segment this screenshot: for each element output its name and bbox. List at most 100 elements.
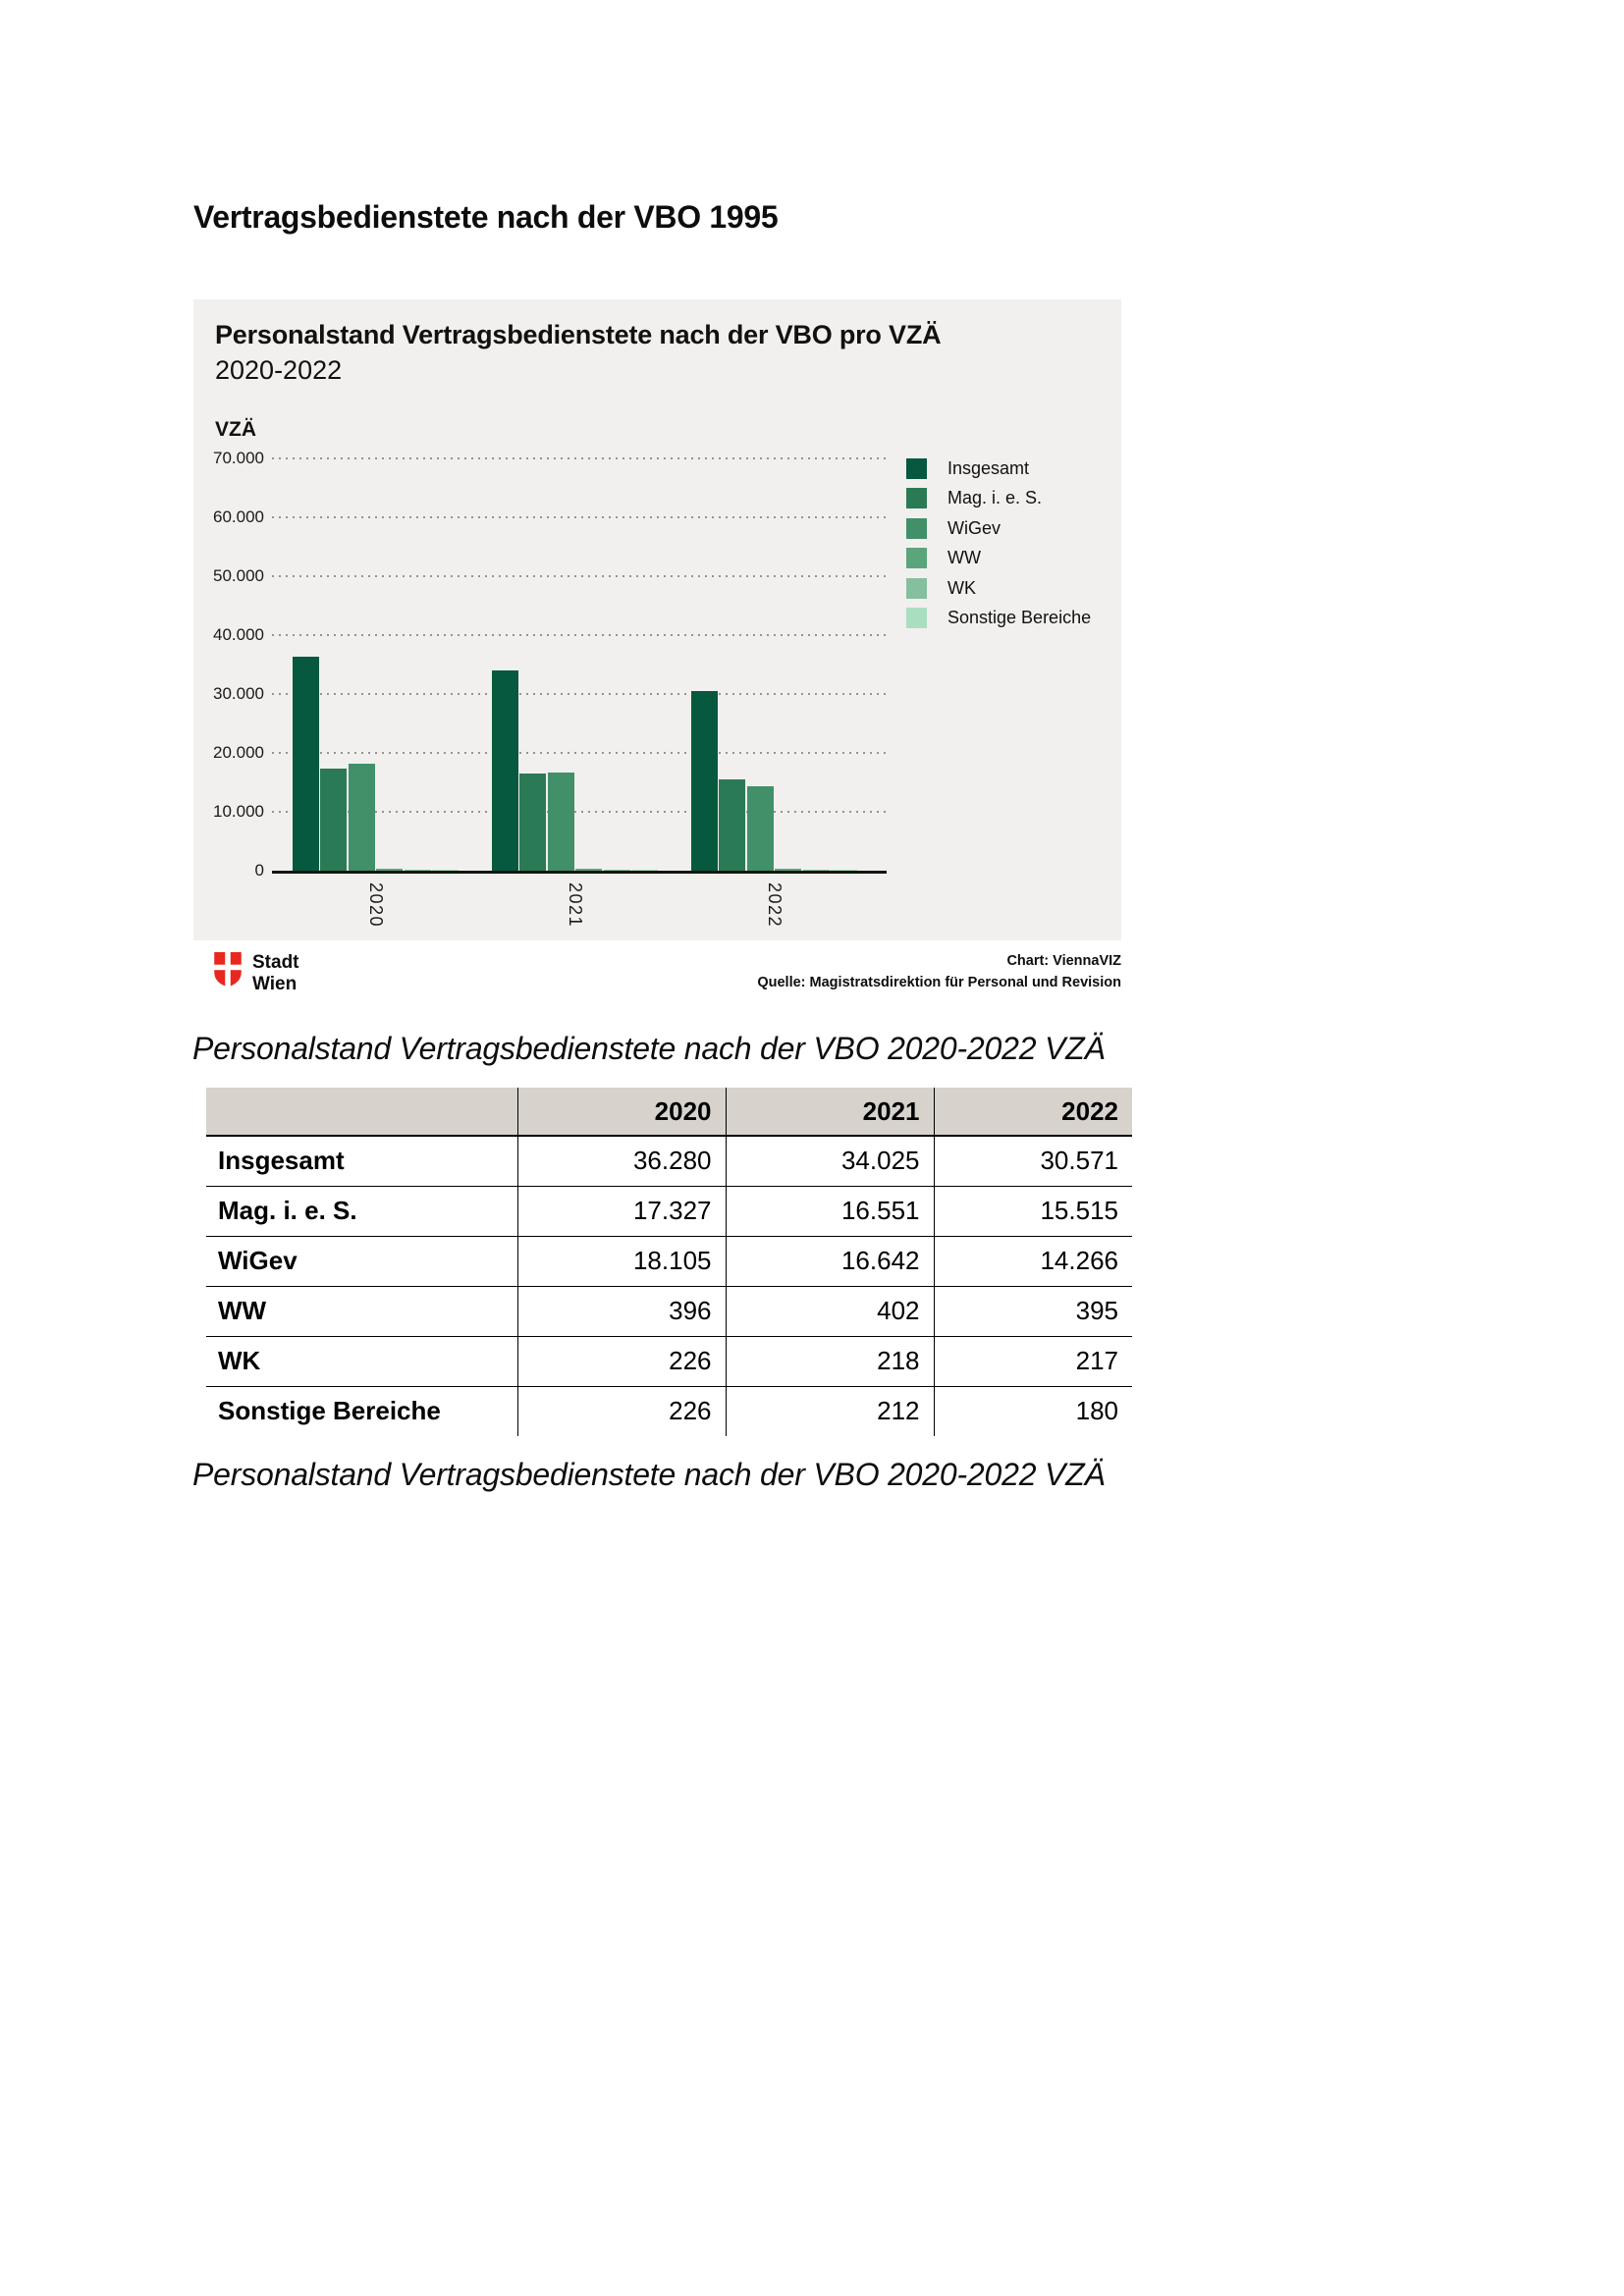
row-label: Mag. i. e. S. — [206, 1186, 517, 1237]
bar-2020-wk — [404, 869, 431, 871]
y-axis-tick-label: 70.000 — [213, 449, 264, 467]
table-header-year: 2020 — [516, 1088, 726, 1137]
x-axis-baseline — [272, 871, 887, 874]
stadt-wien-brand: Stadt Wien — [213, 952, 299, 995]
row-label: WiGev — [206, 1236, 517, 1287]
table-row: Sonstige Bereiche 226 212 180 — [206, 1386, 1132, 1436]
row-value: 217 — [933, 1336, 1132, 1387]
legend-swatch-icon — [906, 577, 927, 599]
y-gridline — [272, 752, 887, 754]
row-value: 17.327 — [516, 1186, 726, 1237]
chart-title: Personalstand Vertragsbedienstete nach d… — [215, 320, 942, 349]
legend-swatch-icon — [906, 488, 927, 509]
table-caption-top: Personalstand Vertragsbedienstete nach d… — [192, 1031, 1106, 1066]
table-row: Mag. i. e. S. 17.327 16.551 15.515 — [206, 1186, 1132, 1237]
y-axis-tick-label: 30.000 — [213, 684, 264, 703]
row-label: WW — [206, 1286, 517, 1337]
bar-2020-wigev — [348, 764, 375, 871]
y-axis-tick-label: 20.000 — [213, 743, 264, 762]
y-gridline — [272, 457, 887, 459]
legend-label: WW — [947, 548, 981, 568]
y-gridline — [272, 811, 887, 813]
y-gridline — [272, 634, 887, 636]
x-axis-tick-label: 2021 — [566, 882, 585, 929]
y-axis-tick-label: 50.000 — [213, 566, 264, 585]
legend-swatch-icon — [906, 458, 927, 479]
bar-2022-wk — [802, 869, 830, 871]
logo-line-1: Stadt — [252, 952, 299, 973]
bar-2021-ww — [575, 868, 603, 871]
legend-label: WiGev — [947, 517, 1001, 538]
bar-2020-insgesamt — [293, 657, 319, 871]
table-header-empty — [206, 1088, 517, 1137]
y-axis-title: VZÄ — [215, 418, 256, 441]
table-header-year: 2021 — [725, 1088, 934, 1137]
bar-2022-insgesamt — [691, 690, 718, 871]
x-axis-tick-label: 2022 — [765, 882, 785, 929]
row-value: 16.642 — [725, 1236, 934, 1287]
y-axis-tick-label: 10.000 — [213, 802, 264, 821]
credit-chart: Chart: ViennaVIZ — [1006, 953, 1121, 969]
y-gridline — [272, 693, 887, 695]
chart-panel: Personalstand Vertragsbedienstete nach d… — [193, 299, 1121, 940]
row-value: 18.105 — [516, 1236, 726, 1287]
row-value: 396 — [516, 1286, 726, 1337]
logo-line-2: Wien — [252, 974, 298, 994]
legend-label: Mag. i. e. S. — [947, 488, 1043, 508]
table-row: WK 226 218 217 — [206, 1336, 1132, 1387]
table-row: WW 396 402 395 — [206, 1286, 1132, 1337]
bar-2022-wigev — [746, 786, 774, 871]
legend-label: Sonstige Bereiche — [947, 608, 1092, 627]
data-table: 2020 2021 2022 Insgesamt 36.280 34.025 30.571… — [206, 1088, 1132, 1436]
y-gridline — [272, 575, 887, 577]
row-value: 30.571 — [933, 1136, 1132, 1187]
y-axis-tick-label: 0 — [254, 861, 264, 880]
credit-source: Quelle: Magistratsdirektion für Personal… — [757, 975, 1121, 990]
row-value: 15.515 — [933, 1186, 1132, 1237]
table-body: Insgesamt 36.280 34.025 30.571 Mag. i. e. S.… — [206, 1136, 1132, 1436]
page-title: Vertragsbedienstete nach der VBO 1995 — [193, 199, 779, 235]
stadt-wien-wordmark: Stadt Wien — [252, 952, 299, 995]
chart-subtitle: 2020-2022 — [215, 355, 343, 385]
row-value: 180 — [933, 1386, 1132, 1436]
row-value: 402 — [725, 1286, 934, 1337]
bar-2020-ww — [376, 868, 404, 871]
row-value: 218 — [725, 1336, 934, 1387]
bar-2022-ww — [775, 868, 802, 871]
bar-2021-wigev — [547, 773, 574, 871]
chart-footer: Stadt Wien Chart: ViennaVIZ Quelle: Magi… — [193, 948, 1121, 1011]
row-value: 34.025 — [725, 1136, 934, 1187]
row-value: 36.280 — [516, 1136, 726, 1187]
bar-2020-mag-i-e-s- — [320, 769, 348, 871]
y-axis-tick-label: 40.000 — [213, 625, 264, 644]
legend-label: WK — [947, 577, 976, 598]
legend-swatch-icon — [906, 517, 927, 539]
row-label: WK — [206, 1336, 517, 1387]
legend-swatch-icon — [906, 548, 927, 569]
row-value: 395 — [933, 1286, 1132, 1337]
table-header: 2020 2021 2022 — [206, 1088, 1132, 1137]
row-label: Sonstige Bereiche — [218, 1396, 441, 1426]
table-caption-bottom: Personalstand Vertragsbedienstete nach d… — [192, 1457, 1106, 1492]
row-label: Insgesamt — [206, 1136, 517, 1187]
bar-2022-mag-i-e-s- — [719, 778, 746, 871]
row-value: 212 — [725, 1386, 934, 1436]
row-value: 16.551 — [725, 1186, 934, 1237]
table-row: Insgesamt 36.280 34.025 30.571 — [206, 1136, 1132, 1187]
table-row: WiGev 18.105 16.642 14.266 — [206, 1236, 1132, 1287]
x-axis-tick-label: 2020 — [366, 882, 386, 929]
table-header-year: 2022 — [933, 1088, 1132, 1137]
row-value: 226 — [516, 1386, 726, 1436]
legend-label: Insgesamt — [947, 458, 1030, 478]
y-axis-tick-label: 60.000 — [213, 507, 264, 526]
legend-swatch-icon — [906, 608, 927, 628]
stadt-wien-shield-icon — [213, 952, 243, 988]
bar-2021-insgesamt — [492, 669, 518, 871]
bar-2021-mag-i-e-s- — [519, 773, 547, 871]
bar-2021-sonstige-bereiche — [631, 869, 658, 871]
bar-2020-sonstige-bereiche — [432, 869, 459, 871]
chart-credits: Chart: ViennaVIZ Quelle: Magistratsdirek… — [757, 950, 1121, 993]
row-value: 14.266 — [933, 1236, 1132, 1287]
y-gridline — [272, 516, 887, 518]
